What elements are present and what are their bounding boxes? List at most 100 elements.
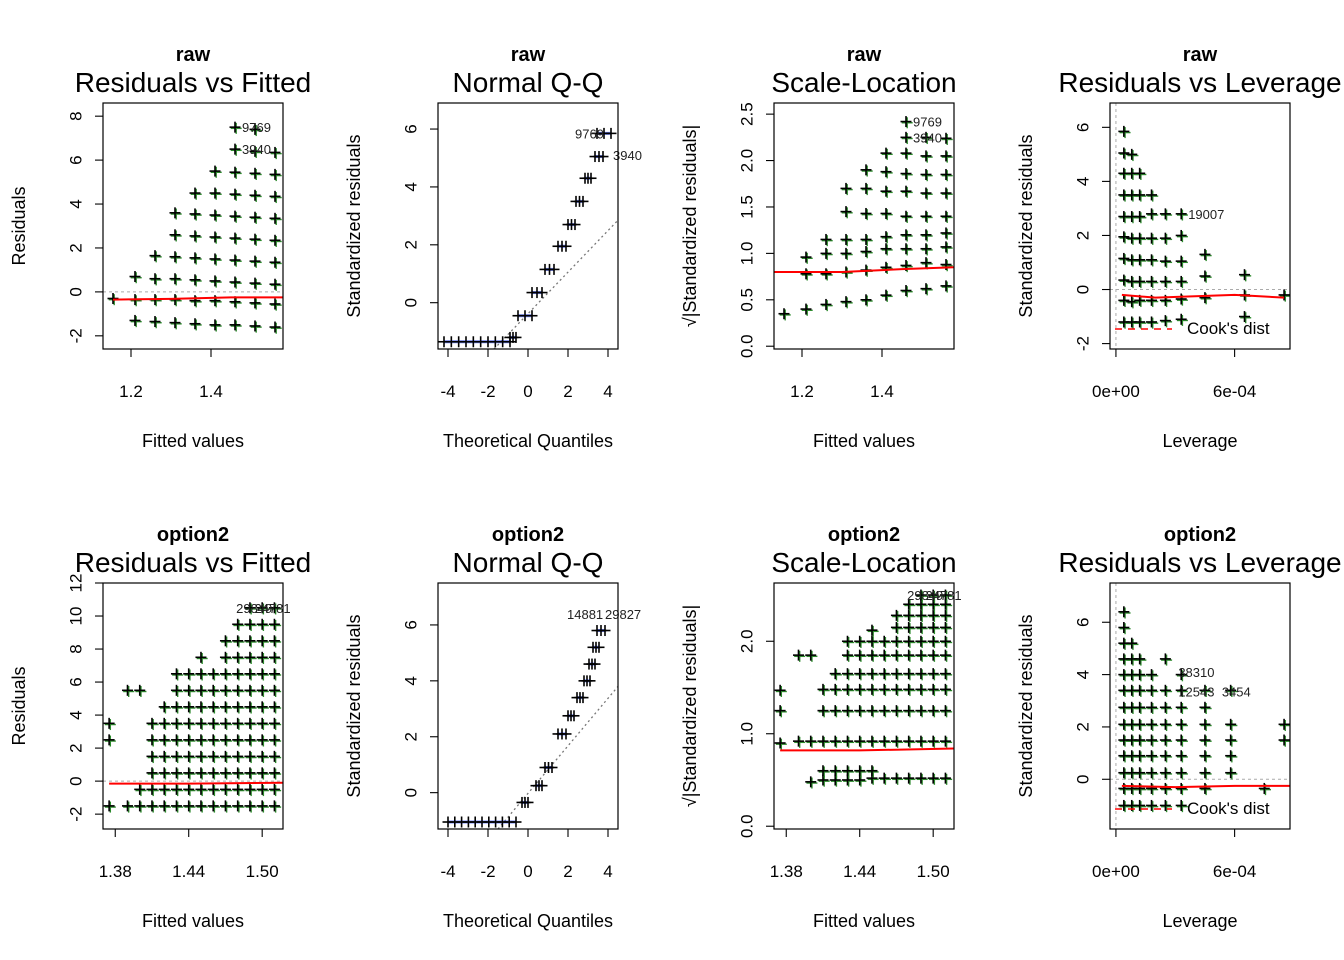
data-point bbox=[158, 734, 170, 746]
data-point bbox=[170, 684, 182, 696]
data-point bbox=[183, 684, 195, 696]
data-point bbox=[195, 783, 207, 795]
data-point bbox=[230, 189, 242, 201]
data-point bbox=[170, 668, 182, 680]
data-point bbox=[256, 767, 268, 779]
data-point bbox=[1147, 703, 1159, 715]
data-point bbox=[190, 188, 202, 200]
data-point bbox=[269, 234, 281, 246]
data-point bbox=[1176, 231, 1188, 243]
data-point bbox=[903, 772, 915, 784]
data-point bbox=[1226, 735, 1238, 747]
data-point bbox=[196, 785, 208, 797]
data-point bbox=[219, 800, 231, 812]
data-point bbox=[855, 736, 867, 748]
data-point bbox=[196, 702, 208, 714]
data-point bbox=[915, 635, 927, 647]
data-point bbox=[172, 768, 184, 780]
data-point bbox=[229, 188, 241, 200]
data-point bbox=[510, 331, 522, 343]
y-axis-label: Standardized residuals bbox=[344, 614, 364, 797]
data-point bbox=[892, 706, 904, 718]
data-point bbox=[892, 685, 904, 697]
data-point bbox=[927, 589, 939, 601]
plot-marks bbox=[774, 589, 954, 789]
data-point bbox=[1134, 684, 1146, 696]
data-point bbox=[244, 651, 256, 663]
data-point bbox=[569, 219, 581, 231]
data-point bbox=[1147, 801, 1159, 813]
data-point bbox=[904, 599, 916, 611]
data-point bbox=[841, 705, 853, 717]
data-point bbox=[1134, 718, 1146, 730]
data-point bbox=[1134, 167, 1146, 179]
data-point bbox=[170, 701, 182, 713]
x-tick-label: 1.38 bbox=[770, 862, 803, 881]
data-point bbox=[232, 684, 244, 696]
data-point bbox=[920, 283, 932, 295]
data-point bbox=[1161, 801, 1173, 813]
data-point bbox=[880, 207, 892, 219]
data-point bbox=[939, 683, 951, 695]
data-point bbox=[209, 275, 221, 287]
data-point bbox=[1135, 277, 1147, 289]
data-point bbox=[904, 611, 916, 623]
data-point bbox=[150, 317, 162, 329]
point-label: 29849 bbox=[907, 588, 943, 603]
data-point bbox=[268, 750, 280, 762]
data-point bbox=[135, 686, 147, 698]
data-point bbox=[230, 211, 242, 223]
data-point bbox=[208, 702, 220, 714]
data-point bbox=[196, 719, 208, 731]
data-point bbox=[1146, 275, 1158, 287]
data-point bbox=[1240, 312, 1252, 324]
data-point bbox=[230, 297, 242, 309]
data-point bbox=[159, 801, 171, 813]
data-point bbox=[230, 233, 242, 245]
data-point bbox=[233, 619, 245, 631]
data-point bbox=[879, 736, 891, 748]
panel-title: Residuals vs Fitted bbox=[75, 547, 312, 578]
data-point bbox=[183, 800, 195, 812]
data-point bbox=[244, 783, 256, 795]
data-point bbox=[245, 768, 257, 780]
data-point bbox=[1175, 782, 1187, 794]
data-point bbox=[107, 292, 119, 304]
data-point bbox=[270, 636, 282, 648]
data-point bbox=[250, 234, 262, 246]
data-point bbox=[855, 766, 867, 778]
data-point bbox=[1147, 209, 1159, 221]
x-tick-label: 0 bbox=[523, 862, 532, 881]
data-point bbox=[916, 773, 928, 785]
data-point bbox=[244, 701, 256, 713]
data-point bbox=[829, 774, 841, 786]
data-point bbox=[1159, 701, 1171, 713]
data-point bbox=[257, 768, 269, 780]
data-point bbox=[878, 649, 890, 661]
data-point bbox=[854, 765, 866, 777]
data-point bbox=[170, 783, 182, 795]
data-point bbox=[1226, 751, 1238, 763]
data-point bbox=[941, 599, 953, 611]
y-tick-label: 0.0 bbox=[738, 334, 757, 358]
data-point bbox=[941, 773, 953, 785]
data-point bbox=[249, 145, 261, 157]
data-point bbox=[861, 247, 873, 259]
data-point bbox=[1159, 782, 1171, 794]
data-point bbox=[860, 182, 872, 194]
data-point bbox=[219, 783, 231, 795]
data-point bbox=[150, 295, 162, 307]
data-point bbox=[219, 701, 231, 713]
data-point bbox=[256, 717, 268, 729]
point-label: 19007 bbox=[1188, 207, 1224, 222]
data-point bbox=[843, 706, 855, 718]
data-point bbox=[233, 669, 245, 681]
data-point bbox=[900, 210, 912, 222]
point-label: 24781 bbox=[254, 601, 290, 616]
data-point bbox=[1200, 768, 1212, 780]
data-point bbox=[890, 668, 902, 680]
data-point bbox=[249, 123, 261, 135]
